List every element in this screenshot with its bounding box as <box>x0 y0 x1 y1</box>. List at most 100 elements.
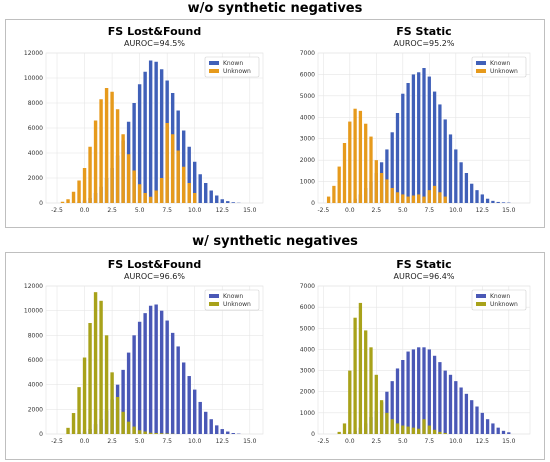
bar-unknown <box>358 110 363 203</box>
y-tick-label: 10000 <box>24 308 43 315</box>
bar-known <box>181 362 186 434</box>
x-tick-label: 7.5 <box>425 438 435 445</box>
x-tick-label: 5.0 <box>398 438 408 445</box>
bar-unknown <box>326 196 331 203</box>
x-tick-label: 0.0 <box>345 438 355 445</box>
x-tick-label: 2.5 <box>372 438 382 445</box>
y-tick-label: 8000 <box>28 100 43 107</box>
bar-unknown <box>143 431 147 434</box>
bar-unknown <box>332 185 336 203</box>
bar-known <box>406 351 410 434</box>
bar-unknown <box>71 413 76 434</box>
bar-unknown <box>406 426 410 434</box>
bar-unknown <box>110 372 114 434</box>
y-tick-label: 8000 <box>28 332 43 339</box>
bar-unknown <box>395 423 400 434</box>
x-tick-label: 10.0 <box>188 207 202 214</box>
bar-known <box>226 431 230 434</box>
bar-known <box>132 335 136 434</box>
legend-swatch <box>476 61 486 65</box>
bar-unknown <box>121 134 125 203</box>
bar-known <box>220 429 224 434</box>
bar-known <box>438 104 442 203</box>
bar-known <box>480 194 484 203</box>
bar-unknown <box>99 99 103 203</box>
bar-known <box>159 310 164 434</box>
bar-known <box>443 119 447 203</box>
bar-unknown <box>432 185 437 203</box>
bar-unknown <box>353 317 357 434</box>
bar-known <box>475 406 479 434</box>
bar-known <box>443 370 447 434</box>
bar-known <box>454 149 458 203</box>
section-title-without: w/o synthetic negatives <box>187 1 363 16</box>
bar-unknown <box>104 88 109 203</box>
bar-known <box>198 174 202 203</box>
bar-unknown <box>126 421 131 434</box>
bar-known <box>485 419 490 434</box>
y-tick-label: 12000 <box>24 50 43 57</box>
bar-unknown <box>137 430 142 434</box>
bar-unknown <box>88 146 92 203</box>
panel-without-synthetic <box>5 19 545 228</box>
bar-unknown <box>411 427 416 434</box>
y-tick-label: 4000 <box>28 382 43 389</box>
bar-unknown <box>427 190 431 203</box>
panel-with-synthetic <box>5 252 545 460</box>
bar-unknown <box>115 397 120 434</box>
bar-known <box>427 349 431 434</box>
bar-known <box>475 190 479 203</box>
bar-known <box>137 321 142 434</box>
x-tick-label: 2.5 <box>107 438 117 445</box>
x-tick-label: 10.0 <box>188 438 202 445</box>
x-tick-label: -2.5 <box>317 207 329 214</box>
bar-known <box>154 61 158 203</box>
y-tick-label: 0 <box>311 431 315 438</box>
x-tick-label: 12.5 <box>216 438 230 445</box>
chart-title: FS Lost&Found <box>108 25 201 38</box>
bar-known <box>427 76 431 203</box>
bar-unknown <box>181 166 186 203</box>
bar-unknown <box>364 330 368 434</box>
legend-label: Known <box>223 60 243 67</box>
bar-unknown <box>66 199 70 203</box>
x-tick-label: 5.0 <box>135 207 145 214</box>
bar-known <box>209 190 213 203</box>
bar-unknown <box>353 108 357 203</box>
bar-known <box>417 347 421 434</box>
bar-known <box>496 427 500 434</box>
y-tick-label: 6000 <box>28 125 43 132</box>
bar-known <box>470 183 474 203</box>
bar-known <box>148 305 153 434</box>
section-title-with: w/ synthetic negatives <box>192 234 358 249</box>
legend-swatch <box>476 302 486 306</box>
legend-swatch <box>476 294 486 298</box>
legend-label: Unknown <box>490 68 518 75</box>
bar-unknown <box>82 168 87 203</box>
bar-unknown <box>422 419 426 434</box>
bar-known <box>454 381 458 434</box>
bar-known <box>422 347 426 434</box>
bar-known <box>501 430 506 434</box>
bar-known <box>422 68 426 203</box>
x-tick-label: 5.0 <box>135 438 145 445</box>
bar-unknown <box>187 183 191 203</box>
bar-known <box>395 368 400 434</box>
bar-known <box>411 349 416 434</box>
chart-title: FS Static <box>396 258 451 271</box>
bar-unknown <box>379 173 384 203</box>
bar-known <box>165 320 169 434</box>
bar-known <box>432 355 437 434</box>
bar-unknown <box>148 432 153 434</box>
bar-known <box>448 374 453 434</box>
bar-known <box>491 423 495 434</box>
legend-label: Unknown <box>223 68 251 75</box>
legend-label: Known <box>223 293 243 300</box>
y-tick-label: 7000 <box>300 50 315 57</box>
bar-known <box>154 304 158 434</box>
y-tick-label: 12000 <box>24 283 43 290</box>
bar-known <box>406 83 410 203</box>
legend-label: Unknown <box>490 301 518 308</box>
bar-known <box>411 74 416 203</box>
